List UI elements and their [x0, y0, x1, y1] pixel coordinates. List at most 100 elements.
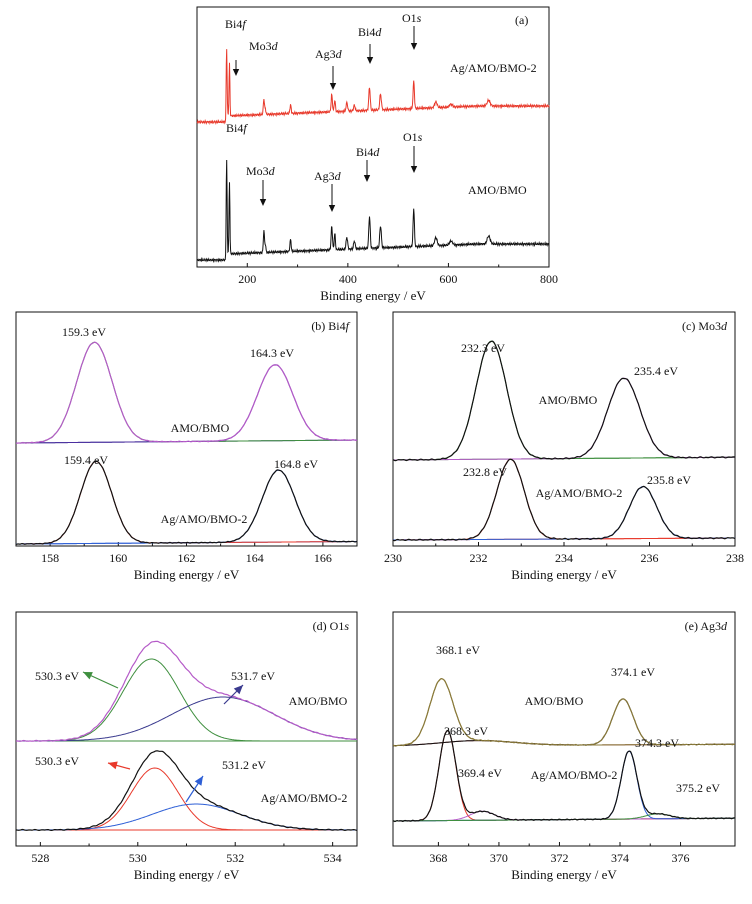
x-tick-label: 528 [31, 851, 49, 865]
x-tick-label: 532 [226, 851, 244, 865]
peak-arrow-bottom-ag3d-head [328, 205, 336, 212]
component-peak-0-1 [393, 377, 735, 461]
peak-label-bottom-o1s: O1s [403, 130, 423, 144]
fitted-envelope-1 [392, 729, 736, 823]
peak-arrow-bottom-bi4d-head [363, 175, 371, 182]
x-tick-label: 230 [384, 551, 402, 565]
peak-label-top-bi4d: Bi4d [358, 25, 382, 39]
panel-label: (d) O1s [313, 619, 350, 633]
peak-label-top-o1s: O1s [402, 11, 422, 25]
x-tick-label: 164 [246, 551, 264, 565]
fitted-envelope-1 [16, 750, 358, 832]
x-tick-label: 372 [550, 851, 568, 865]
fitted-envelope-0 [15, 341, 358, 444]
peak-annotation: 530.3 eV [35, 669, 79, 683]
fitted-envelope-0 [393, 677, 735, 747]
peak-arrow-top-ag3d-head [329, 83, 337, 90]
peak-annotation: 369.4 eV [458, 766, 502, 780]
x-tick-label: 232 [470, 551, 488, 565]
peak-arrow-top-bi4d-head [366, 57, 374, 64]
peak-annotation: 368.1 eV [436, 643, 480, 657]
peak-arrow-top-o1s-head [410, 43, 418, 50]
x-tick-label: 162 [178, 551, 196, 565]
arrow-531-top-head [233, 685, 243, 695]
peak-annotation: 164.8 eV [274, 457, 318, 471]
peak-annotation: 159.4 eV [64, 453, 108, 467]
x-axis-label: Binding energy / eV [320, 288, 426, 303]
peak-label-top-bi4f: Bi4f [225, 17, 247, 31]
peak-annotation: 531.2 eV [222, 758, 266, 772]
arrow-530-bottom-head [108, 761, 118, 770]
peak-annotation: 530.3 eV [35, 754, 79, 768]
panel-label: (a) [515, 13, 528, 27]
peak-annotation: 232.8 eV [463, 465, 507, 479]
fitted-envelope-0 [392, 340, 736, 462]
peak-arrow-top-mo3d-head [232, 69, 240, 76]
peak-annotation: 235.8 eV [647, 473, 691, 487]
x-tick-label: 200 [238, 272, 256, 286]
peak-annotation: 159.3 eV [62, 325, 106, 339]
x-axis-label: Binding energy / eV [134, 867, 240, 882]
x-tick-label: 370 [490, 851, 508, 865]
peak-annotation: 375.2 eV [676, 781, 720, 795]
x-tick-label: 368 [429, 851, 447, 865]
peak-arrow-bottom-mo3d-head [259, 199, 267, 206]
peak-label-top-mo3d: Mo3d [249, 39, 279, 53]
panel-label: (e) Ag3d [685, 619, 728, 633]
peak-label-bottom-bi4d: Bi4d [356, 145, 380, 159]
sample-label: AMO/BMO [525, 694, 584, 708]
arrow-531-bottom-head [194, 776, 203, 786]
survey-line-amo-bmo [196, 159, 550, 264]
x-tick-label: 374 [611, 851, 629, 865]
peak-annotation: 232.3 eV [461, 341, 505, 355]
x-tick-label: 236 [641, 551, 659, 565]
component-peak-1-0 [16, 461, 357, 545]
survey-line-ag-amo-bmo-2 [196, 49, 550, 126]
sample-label: AMO/BMO [171, 421, 230, 435]
x-axis-label: Binding energy / eV [134, 567, 240, 582]
peak-annotation: 368.3 eV [444, 724, 488, 738]
plot-frame [392, 311, 736, 547]
sample-label: Ag/AMO/BMO-2 [536, 486, 623, 500]
x-tick-label: 160 [109, 551, 127, 565]
fitted-envelope-1 [15, 460, 358, 545]
series-label-red: Ag/AMO/BMO-2 [450, 61, 537, 75]
plot-frame [196, 6, 550, 268]
x-tick-label: 800 [540, 272, 558, 286]
x-axis-label: Binding energy / eV [511, 867, 617, 882]
x-tick-label: 534 [324, 851, 342, 865]
x-tick-label: 400 [339, 272, 357, 286]
x-tick-label: 234 [555, 551, 573, 565]
panel-label: (c) Mo3d [682, 319, 728, 333]
x-tick-label: 600 [439, 272, 457, 286]
sample-label: Ag/AMO/BMO-2 [161, 512, 248, 526]
peak-label-bottom-ag3d: Ag3d [314, 169, 342, 183]
peak-annotation: 235.4 eV [634, 364, 678, 378]
x-tick-label: 530 [129, 851, 147, 865]
peak-annotation: 374.3 eV [635, 736, 679, 750]
panel-label: (b) Bi4f [311, 319, 350, 333]
peak-arrow-bottom-o1s-head [410, 166, 418, 173]
fitted-envelope-1 [392, 458, 736, 542]
arrow-530-top-head [83, 672, 93, 680]
peak-label-bottom-mo3d: Mo3d [246, 164, 276, 178]
x-tick-label: 166 [314, 551, 332, 565]
peak-label-bottom-bi4f: Bi4f [226, 121, 248, 135]
series-label-black: AMO/BMO [468, 183, 527, 197]
peak-annotation: 164.3 eV [250, 346, 294, 360]
x-tick-label: 376 [672, 851, 690, 865]
component-peak-1-1 [16, 803, 357, 831]
component-peak-1-1 [16, 469, 357, 545]
x-axis-label: Binding energy / eV [511, 567, 617, 582]
sample-label: Ag/AMO/BMO-2 [261, 791, 348, 805]
component-peak-0-0 [16, 658, 357, 742]
x-tick-label: 238 [726, 551, 744, 565]
fitted-envelope-0 [15, 640, 358, 742]
sample-label: AMO/BMO [539, 393, 598, 407]
plot-frame [392, 611, 736, 847]
peak-annotation: 374.1 eV [611, 665, 655, 679]
sample-label: AMO/BMO [289, 694, 348, 708]
peak-annotation: 531.7 eV [231, 669, 275, 683]
peak-label-top-ag3d: Ag3d [315, 47, 343, 61]
